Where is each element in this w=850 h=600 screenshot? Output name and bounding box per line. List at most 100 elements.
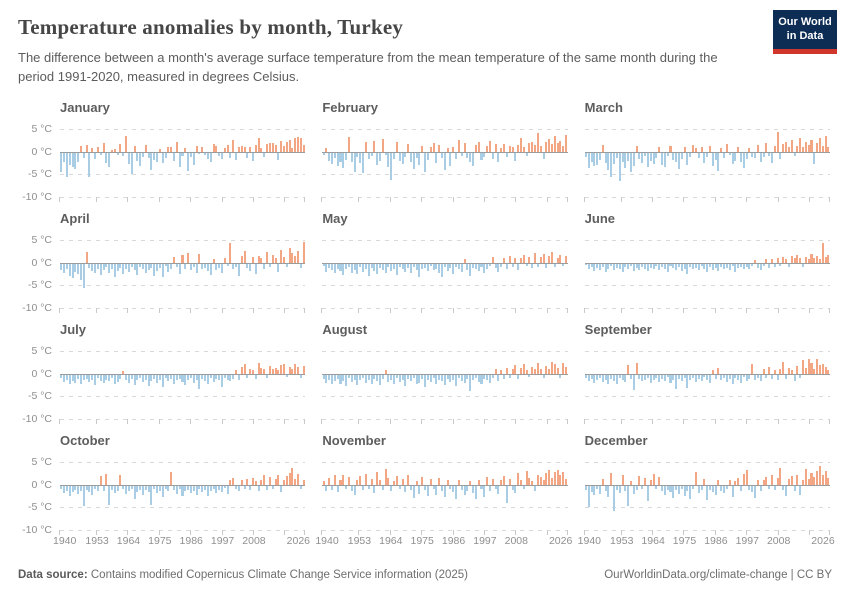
bar[interactable] bbox=[192, 485, 195, 491]
bar[interactable] bbox=[455, 263, 458, 267]
bar[interactable] bbox=[237, 485, 240, 492]
bar[interactable] bbox=[144, 485, 147, 490]
bar[interactable] bbox=[630, 152, 633, 172]
bar[interactable] bbox=[139, 485, 142, 491]
bar[interactable] bbox=[206, 485, 209, 496]
bar[interactable] bbox=[517, 263, 520, 271]
bar[interactable] bbox=[102, 263, 105, 271]
bar[interactable] bbox=[401, 152, 404, 164]
bar[interactable] bbox=[658, 146, 661, 152]
bar[interactable] bbox=[387, 152, 390, 168]
bar[interactable] bbox=[536, 263, 539, 267]
bar[interactable] bbox=[807, 259, 810, 263]
bar[interactable] bbox=[802, 479, 805, 485]
bar[interactable] bbox=[192, 152, 195, 165]
bar[interactable] bbox=[147, 152, 150, 159]
bar[interactable] bbox=[810, 362, 813, 374]
bar[interactable] bbox=[494, 263, 497, 268]
bar[interactable] bbox=[153, 485, 156, 490]
bar[interactable] bbox=[449, 263, 452, 269]
bar[interactable] bbox=[424, 152, 427, 172]
bar[interactable] bbox=[232, 139, 235, 152]
bar[interactable] bbox=[181, 485, 184, 497]
bar[interactable] bbox=[204, 374, 207, 381]
bar[interactable] bbox=[728, 152, 731, 156]
bar[interactable] bbox=[421, 146, 424, 152]
bar[interactable] bbox=[187, 152, 190, 172]
bar[interactable] bbox=[472, 485, 475, 494]
bar[interactable] bbox=[661, 152, 664, 165]
bar[interactable] bbox=[486, 145, 489, 152]
bar[interactable] bbox=[226, 263, 229, 267]
bar[interactable] bbox=[438, 263, 441, 273]
bar[interactable] bbox=[630, 263, 633, 267]
bar[interactable] bbox=[260, 257, 263, 263]
bar[interactable] bbox=[590, 485, 593, 492]
bar[interactable] bbox=[610, 263, 613, 267]
bar[interactable] bbox=[111, 263, 114, 270]
bar[interactable] bbox=[717, 368, 720, 374]
bar[interactable] bbox=[771, 152, 774, 163]
bar[interactable] bbox=[108, 485, 111, 506]
bar[interactable] bbox=[223, 374, 226, 378]
bar[interactable] bbox=[446, 374, 449, 379]
bar[interactable] bbox=[88, 152, 91, 178]
bar[interactable] bbox=[350, 263, 353, 273]
bar[interactable] bbox=[322, 480, 325, 485]
bar[interactable] bbox=[562, 263, 565, 267]
bar[interactable] bbox=[65, 374, 68, 380]
bar[interactable] bbox=[483, 374, 486, 379]
bar[interactable] bbox=[201, 263, 204, 269]
bar[interactable] bbox=[474, 144, 477, 152]
bar[interactable] bbox=[378, 479, 381, 485]
bar[interactable] bbox=[435, 263, 438, 269]
bar[interactable] bbox=[511, 369, 514, 374]
bar[interactable] bbox=[122, 485, 125, 490]
bar[interactable] bbox=[125, 374, 128, 381]
bar[interactable] bbox=[74, 374, 77, 383]
bar[interactable] bbox=[714, 485, 717, 496]
bar[interactable] bbox=[268, 477, 271, 485]
bar[interactable] bbox=[827, 477, 830, 485]
bar[interactable] bbox=[725, 263, 728, 268]
bar[interactable] bbox=[412, 374, 415, 378]
bar[interactable] bbox=[514, 485, 517, 493]
bar[interactable] bbox=[407, 374, 410, 379]
bar[interactable] bbox=[246, 263, 249, 268]
bar[interactable] bbox=[359, 476, 362, 485]
bar[interactable] bbox=[531, 366, 534, 374]
bar[interactable] bbox=[288, 248, 291, 263]
bar[interactable] bbox=[373, 374, 376, 379]
bar[interactable] bbox=[779, 152, 782, 159]
bar[interactable] bbox=[113, 485, 116, 493]
bar[interactable] bbox=[223, 485, 226, 489]
bar[interactable] bbox=[164, 152, 167, 158]
bar[interactable] bbox=[734, 374, 737, 379]
bar[interactable] bbox=[480, 152, 483, 160]
bar[interactable] bbox=[497, 263, 500, 272]
bar[interactable] bbox=[91, 485, 94, 496]
bar[interactable] bbox=[201, 374, 204, 379]
bar[interactable] bbox=[328, 263, 331, 268]
bar[interactable] bbox=[703, 374, 706, 378]
bar[interactable] bbox=[711, 485, 714, 492]
bar[interactable] bbox=[291, 252, 294, 263]
bar[interactable] bbox=[127, 152, 130, 165]
bar[interactable] bbox=[158, 485, 161, 491]
bar[interactable] bbox=[144, 263, 147, 274]
bar[interactable] bbox=[804, 469, 807, 485]
bar[interactable] bbox=[404, 485, 407, 492]
bar[interactable] bbox=[390, 485, 393, 491]
bar[interactable] bbox=[748, 147, 751, 152]
bar[interactable] bbox=[82, 485, 85, 507]
bar[interactable] bbox=[280, 141, 283, 152]
bar[interactable] bbox=[723, 485, 726, 494]
bar[interactable] bbox=[347, 477, 350, 485]
bar[interactable] bbox=[824, 257, 827, 263]
bar[interactable] bbox=[630, 374, 633, 380]
bar[interactable] bbox=[511, 147, 514, 152]
bar[interactable] bbox=[596, 152, 599, 166]
bar[interactable] bbox=[742, 473, 745, 485]
bar[interactable] bbox=[739, 374, 742, 383]
bar[interactable] bbox=[266, 485, 269, 490]
